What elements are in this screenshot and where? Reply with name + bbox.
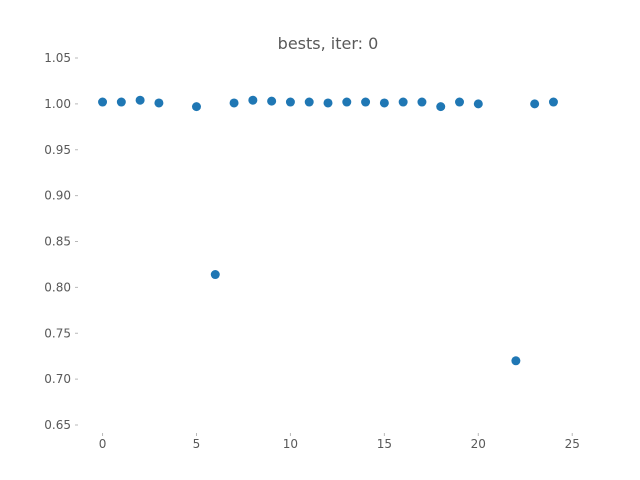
y-tick-label: 0.95 (44, 143, 71, 157)
y-tick-label: 0.90 (44, 189, 71, 203)
y-axis: 0.65 0.70 0.75 0.80 0.85 0.90 0.95 1.00 1.05 (44, 51, 78, 432)
data-point (398, 97, 408, 107)
data-point (361, 97, 371, 107)
data-point (511, 356, 521, 366)
x-tick-label: 10 (283, 437, 298, 451)
y-tick-label: 0.75 (44, 326, 71, 340)
data-point (323, 98, 333, 108)
data-point (248, 95, 258, 105)
y-tick-label: 0.65 (44, 418, 71, 432)
data-point (267, 96, 277, 106)
x-axis: 0 5 10 15 20 25 (99, 433, 580, 451)
data-point (417, 97, 427, 107)
chart-title: bests, iter: 0 (278, 34, 379, 53)
data-point (473, 99, 483, 109)
x-tick-label: 5 (193, 437, 201, 451)
data-point (436, 102, 446, 112)
data-point (116, 97, 126, 107)
x-tick-label: 20 (471, 437, 486, 451)
data-points (98, 95, 558, 366)
data-point (191, 102, 201, 112)
y-tick-label: 0.85 (44, 235, 71, 249)
y-tick-label: 0.70 (44, 372, 71, 386)
data-point (342, 97, 352, 107)
data-point (285, 97, 295, 107)
data-point (304, 97, 314, 107)
y-tick-label: 0.80 (44, 280, 71, 294)
x-tick-label: 25 (565, 437, 580, 451)
data-point (98, 97, 108, 107)
x-tick-label: 15 (377, 437, 392, 451)
y-tick-label: 1.00 (44, 97, 71, 111)
data-point (548, 97, 558, 107)
data-point (455, 97, 465, 107)
y-tick-label: 1.05 (44, 51, 71, 65)
data-point (135, 95, 145, 105)
x-tick-label: 0 (99, 437, 107, 451)
data-point (154, 98, 164, 108)
data-point (210, 270, 220, 280)
data-point (530, 99, 540, 109)
data-point (379, 98, 389, 108)
data-point (229, 98, 239, 108)
